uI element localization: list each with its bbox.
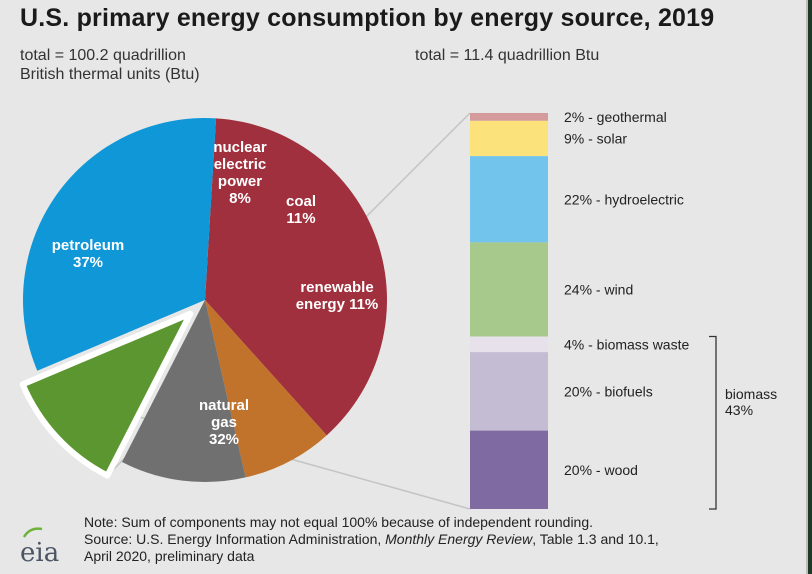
eia-logo: eia [20,538,60,568]
bar-segment-biofuels [470,352,548,431]
pie-label-line: natural [199,397,249,414]
footer-note: Note: Sum of components may not equal 10… [84,514,594,530]
pie-label-line: nuclear [213,139,267,156]
pie-label-renewable-energy: renewable energy 11% [296,279,379,313]
pie-chart [19,118,388,482]
pie-label-petroleum: petroleum 37% [52,237,125,271]
bar-label-biomass-waste: 4% - biomass waste [564,336,689,352]
source-publication: Monthly Energy Review [385,531,533,547]
pie-total-label: total = 100.2 quadrillion British therma… [20,46,200,84]
pie-label-line: 8% [229,190,251,207]
pie-label-line: renewable [300,279,373,296]
pie-label-line: energy 11% [296,296,379,313]
pie-label-line: 32% [209,431,239,448]
biomass-group-name: biomass [725,386,777,402]
footer-source-line2: April 2020, preliminary data [84,548,255,564]
bar-label-geothermal: 2% - geothermal [564,109,667,125]
biomass-bracket: biomass 43% [709,335,777,510]
biomass-group-percent: 43% [725,402,753,418]
pie-slice-renewable-energy [19,310,194,479]
bar-labels: 2% - geothermal 9% - solar 22% - hydroelec… [564,109,689,478]
bar-segment-wind [470,242,548,337]
chart-title: U.S. primary energy consumption by energ… [20,4,715,32]
pie-label-line: electric [214,156,267,173]
pie-label-natural-gas: natural gas 32% [199,397,249,448]
chart-footer: Note: Sum of components may not equal 10… [84,514,784,565]
pie-total-line2: British thermal units (Btu) [20,66,200,83]
pie-slice-nuclear-electric-power [205,300,327,478]
pie-label-coal: coal 11% [286,193,316,227]
stacked-bar [470,113,548,509]
bar-label-wood: 20% - wood [564,462,638,478]
bar-segment-hydroelectric [470,156,548,243]
pie-label-line: petroleum [52,237,125,254]
bar-segment-geothermal [470,113,548,121]
bar-label-biofuels: 20% - biofuels [564,383,653,399]
pie-labels: petroleum 37% nuclear electric power 8% coal 11… [52,139,379,448]
bar-segment-solar [470,120,548,157]
bar-total-label: total = 11.4 quadrillion Btu [415,47,600,64]
eia-logo-icon [22,527,43,538]
footer-source: Source: U.S. Energy Information Administ… [84,531,784,548]
biomass-bracket-line [709,335,717,510]
pie-label-line: 37% [73,254,103,271]
bar-segment-biomass-waste [470,336,548,353]
pie-slice-coal [122,300,246,482]
bar-label-solar: 9% - solar [564,130,627,146]
pie-label-line: power [218,173,262,190]
pie-total-line1: total = 100.2 quadrillion [20,47,186,64]
pie-label-line: coal [286,193,316,210]
bar-label-wind: 24% - wind [564,281,633,297]
source-suffix: , Table 1.3 and 10.1, [532,531,659,547]
pie-label-line: gas [211,414,237,431]
bar-segment-wood [470,430,548,509]
pie-label-nuclear-electric-power: nuclear electric power 8% [213,139,267,207]
source-prefix: Source: U.S. Energy Information Administ… [84,531,386,547]
biomass-group-label: biomass 43% [725,386,777,418]
pie-slice-petroleum [205,118,388,436]
pie-label-line: 11% [286,210,315,227]
pie-slice-natural-gas [22,118,217,371]
bar-label-hydroelectric: 22% - hydroelectric [564,191,684,207]
